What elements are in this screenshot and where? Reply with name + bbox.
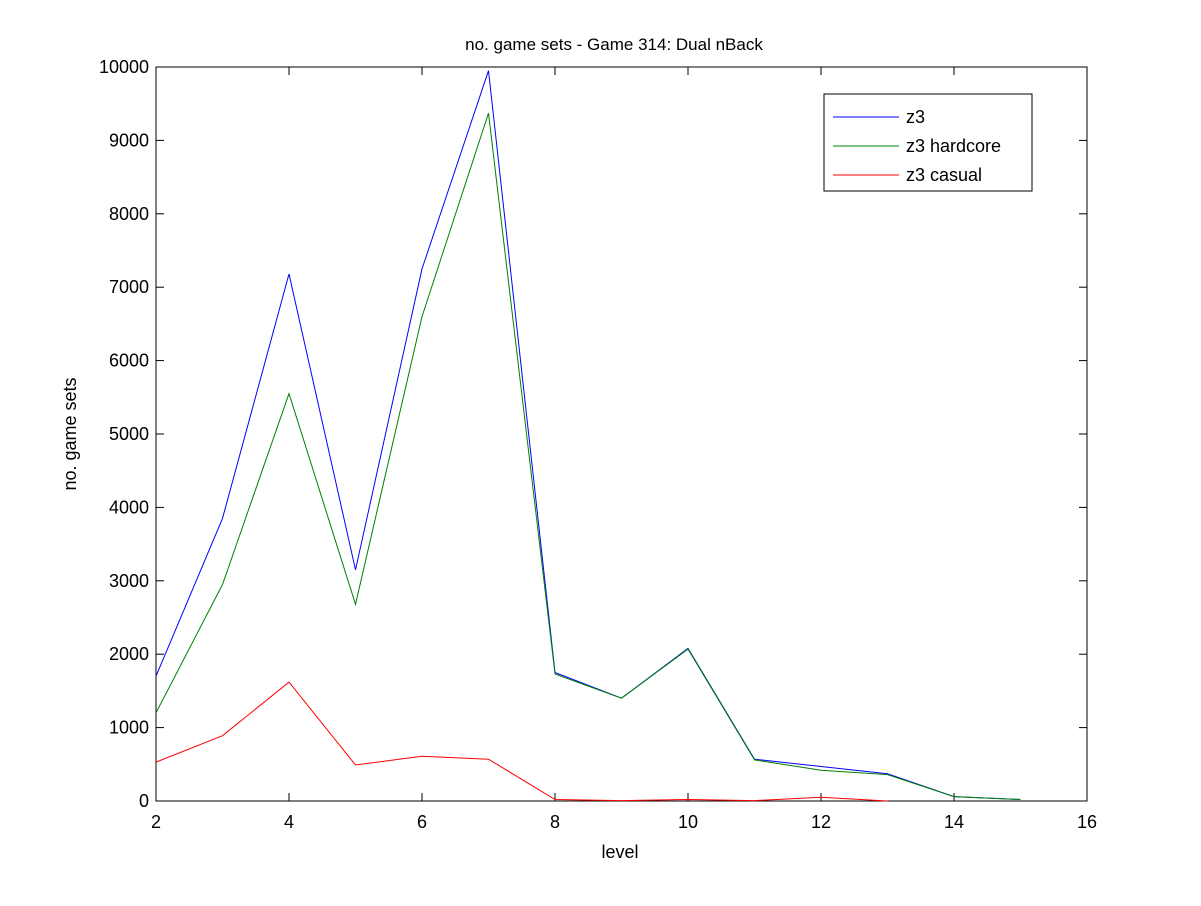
x-axis-label: level (601, 842, 638, 862)
y-tick-label: 8000 (109, 204, 149, 224)
y-tick-label: 9000 (109, 130, 149, 150)
x-tick-label: 10 (678, 812, 698, 832)
legend-label-z3-hardcore: z3 hardcore (906, 136, 1001, 156)
y-axis-label: no. game sets (60, 377, 80, 490)
y-tick-label: 2000 (109, 644, 149, 664)
legend-label-z3-casual: z3 casual (906, 165, 982, 185)
x-tick-label: 12 (811, 812, 831, 832)
series-line-z3 (155, 70, 1021, 800)
y-tick-label: 10000 (99, 57, 149, 77)
y-tick-label: 3000 (109, 571, 149, 591)
y-tick-label: 6000 (109, 351, 149, 371)
series-line-z3-hardcore (155, 113, 1021, 800)
x-tick-label: 16 (1077, 812, 1097, 832)
y-tick-label: 5000 (109, 424, 149, 444)
x-tick-label: 4 (284, 812, 294, 832)
x-tick-label: 6 (417, 812, 427, 832)
y-tick-label: 0 (139, 791, 149, 811)
series-line-z3-casual (155, 681, 888, 802)
y-tick-label: 4000 (109, 497, 149, 517)
legend: z3 z3 hardcore z3 casual (823, 93, 1033, 192)
legend-label-z3: z3 (906, 107, 925, 127)
y-tick-label: 1000 (109, 718, 149, 738)
y-tick-label: 7000 (109, 277, 149, 297)
chart-title: no. game sets - Game 314: Dual nBack (465, 35, 763, 54)
x-tick-label: 2 (151, 812, 161, 832)
x-tick-label: 14 (944, 812, 964, 832)
x-tick-label: 8 (550, 812, 560, 832)
